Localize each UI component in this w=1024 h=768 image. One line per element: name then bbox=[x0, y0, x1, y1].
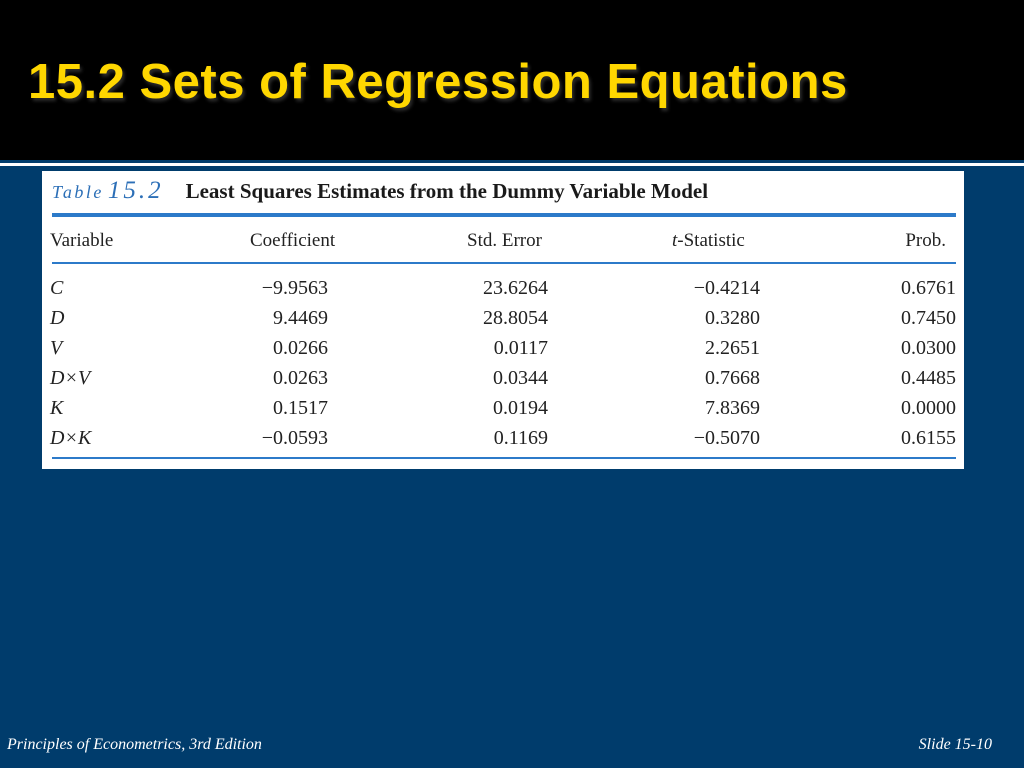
cell-coefficient: −0.0593 bbox=[261, 427, 328, 449]
table-caption-text: Least Squares Estimates from the Dummy V… bbox=[185, 179, 709, 203]
cell-prob: 0.0000 bbox=[901, 397, 956, 419]
header-coefficient: Coefficient bbox=[250, 230, 336, 251]
header-variable: Variable bbox=[50, 230, 114, 251]
cell-variable: C bbox=[50, 277, 64, 299]
cell-t-statistic: 0.3280 bbox=[705, 307, 760, 329]
cell-prob: 0.7450 bbox=[901, 307, 956, 329]
cell-std-error: 0.0194 bbox=[493, 397, 548, 419]
cell-std-error: 0.0344 bbox=[493, 367, 548, 389]
cell-variable: D×V bbox=[50, 367, 91, 389]
cell-prob: 0.0300 bbox=[901, 337, 956, 359]
cell-std-error: 0.1169 bbox=[493, 427, 548, 449]
cell-prob: 0.4485 bbox=[901, 367, 956, 389]
table-bottom-rule bbox=[52, 457, 956, 459]
cell-variable: V bbox=[50, 337, 63, 359]
cell-std-error: 28.8054 bbox=[483, 307, 548, 329]
slide-header: 15.2 Sets of Regression Equations bbox=[0, 0, 1024, 160]
footer-slide-number: Slide 15-10 bbox=[918, 736, 992, 753]
slide-title: 15.2 Sets of Regression Equations bbox=[28, 55, 848, 109]
cell-t-statistic: 0.7668 bbox=[705, 367, 760, 389]
header-std-error: Std. Error bbox=[467, 230, 542, 251]
cell-t-statistic: −0.4214 bbox=[693, 277, 760, 299]
cell-t-statistic: −0.5070 bbox=[693, 427, 760, 449]
footer-book-title: Principles of Econometrics, 3rd Edition bbox=[7, 736, 262, 753]
cell-std-error: 23.6264 bbox=[483, 277, 548, 299]
cell-variable: K bbox=[50, 397, 64, 419]
cell-variable: D×K bbox=[50, 427, 92, 449]
cell-variable: D bbox=[50, 307, 65, 329]
cell-prob: 0.6761 bbox=[901, 277, 956, 299]
cell-t-statistic: 2.2651 bbox=[705, 337, 760, 359]
header-prob: Prob. bbox=[905, 230, 946, 251]
header-t-statistic: t-Statistic bbox=[672, 230, 745, 251]
cell-coefficient: 9.4469 bbox=[273, 307, 328, 329]
table-caption-number: 15.2 bbox=[107, 177, 164, 204]
cell-coefficient: 0.1517 bbox=[273, 397, 328, 419]
table-header-rule bbox=[52, 262, 956, 264]
table-top-rule bbox=[52, 213, 956, 217]
cell-prob: 0.6155 bbox=[901, 427, 956, 449]
cell-coefficient: −9.9563 bbox=[261, 277, 328, 299]
header-divider bbox=[0, 163, 1024, 166]
table-caption: Table 15.2 Least Squares Estimates from … bbox=[52, 177, 708, 205]
cell-t-statistic: 7.8369 bbox=[705, 397, 760, 419]
regression-table: Table 15.2 Least Squares Estimates from … bbox=[42, 171, 964, 469]
cell-std-error: 0.0117 bbox=[493, 337, 548, 359]
table-caption-prefix: Table bbox=[52, 182, 104, 202]
cell-coefficient: 0.0263 bbox=[273, 367, 328, 389]
cell-coefficient: 0.0266 bbox=[273, 337, 328, 359]
